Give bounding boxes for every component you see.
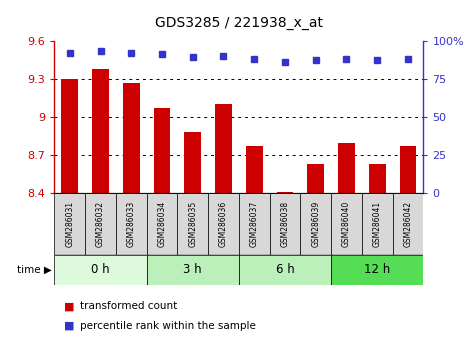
Text: 6 h: 6 h: [276, 263, 294, 276]
Bar: [307, 164, 324, 193]
Text: GDS3285 / 221938_x_at: GDS3285 / 221938_x_at: [155, 16, 323, 30]
Bar: [331, 255, 423, 285]
Bar: [61, 79, 78, 193]
Text: 0 h: 0 h: [91, 263, 110, 276]
Bar: [54, 193, 85, 255]
Text: GSM286034: GSM286034: [158, 201, 166, 247]
Text: GSM286031: GSM286031: [65, 201, 74, 247]
Bar: [300, 193, 331, 255]
Bar: [246, 146, 263, 193]
Bar: [362, 193, 393, 255]
Bar: [147, 255, 239, 285]
Bar: [338, 143, 355, 193]
Bar: [92, 69, 109, 193]
Text: GSM286037: GSM286037: [250, 201, 259, 247]
Bar: [400, 146, 416, 193]
Text: GSM286033: GSM286033: [127, 201, 136, 247]
Text: GSM286040: GSM286040: [342, 201, 351, 247]
Bar: [54, 255, 147, 285]
Text: GSM286038: GSM286038: [280, 201, 289, 247]
Bar: [331, 193, 362, 255]
Bar: [116, 193, 147, 255]
Text: GSM286035: GSM286035: [188, 201, 197, 247]
Bar: [147, 193, 177, 255]
Text: transformed count: transformed count: [80, 301, 178, 311]
Bar: [154, 108, 170, 193]
Text: 3 h: 3 h: [184, 263, 202, 276]
Bar: [177, 193, 208, 255]
Text: percentile rank within the sample: percentile rank within the sample: [80, 321, 256, 331]
Text: 12 h: 12 h: [364, 263, 390, 276]
Bar: [369, 164, 385, 193]
Bar: [239, 193, 270, 255]
Bar: [277, 192, 293, 193]
Text: GSM286032: GSM286032: [96, 201, 105, 247]
Text: GSM286036: GSM286036: [219, 201, 228, 247]
Text: time ▶: time ▶: [17, 265, 52, 275]
Text: GSM286041: GSM286041: [373, 201, 382, 247]
Bar: [123, 82, 140, 193]
Bar: [184, 132, 201, 193]
Text: GSM286042: GSM286042: [403, 201, 412, 247]
Text: ■: ■: [64, 321, 74, 331]
Text: ■: ■: [64, 301, 74, 311]
Bar: [215, 104, 232, 193]
Bar: [239, 255, 331, 285]
Bar: [208, 193, 239, 255]
Bar: [85, 193, 116, 255]
Bar: [393, 193, 423, 255]
Text: GSM286039: GSM286039: [311, 201, 320, 247]
Bar: [270, 193, 300, 255]
